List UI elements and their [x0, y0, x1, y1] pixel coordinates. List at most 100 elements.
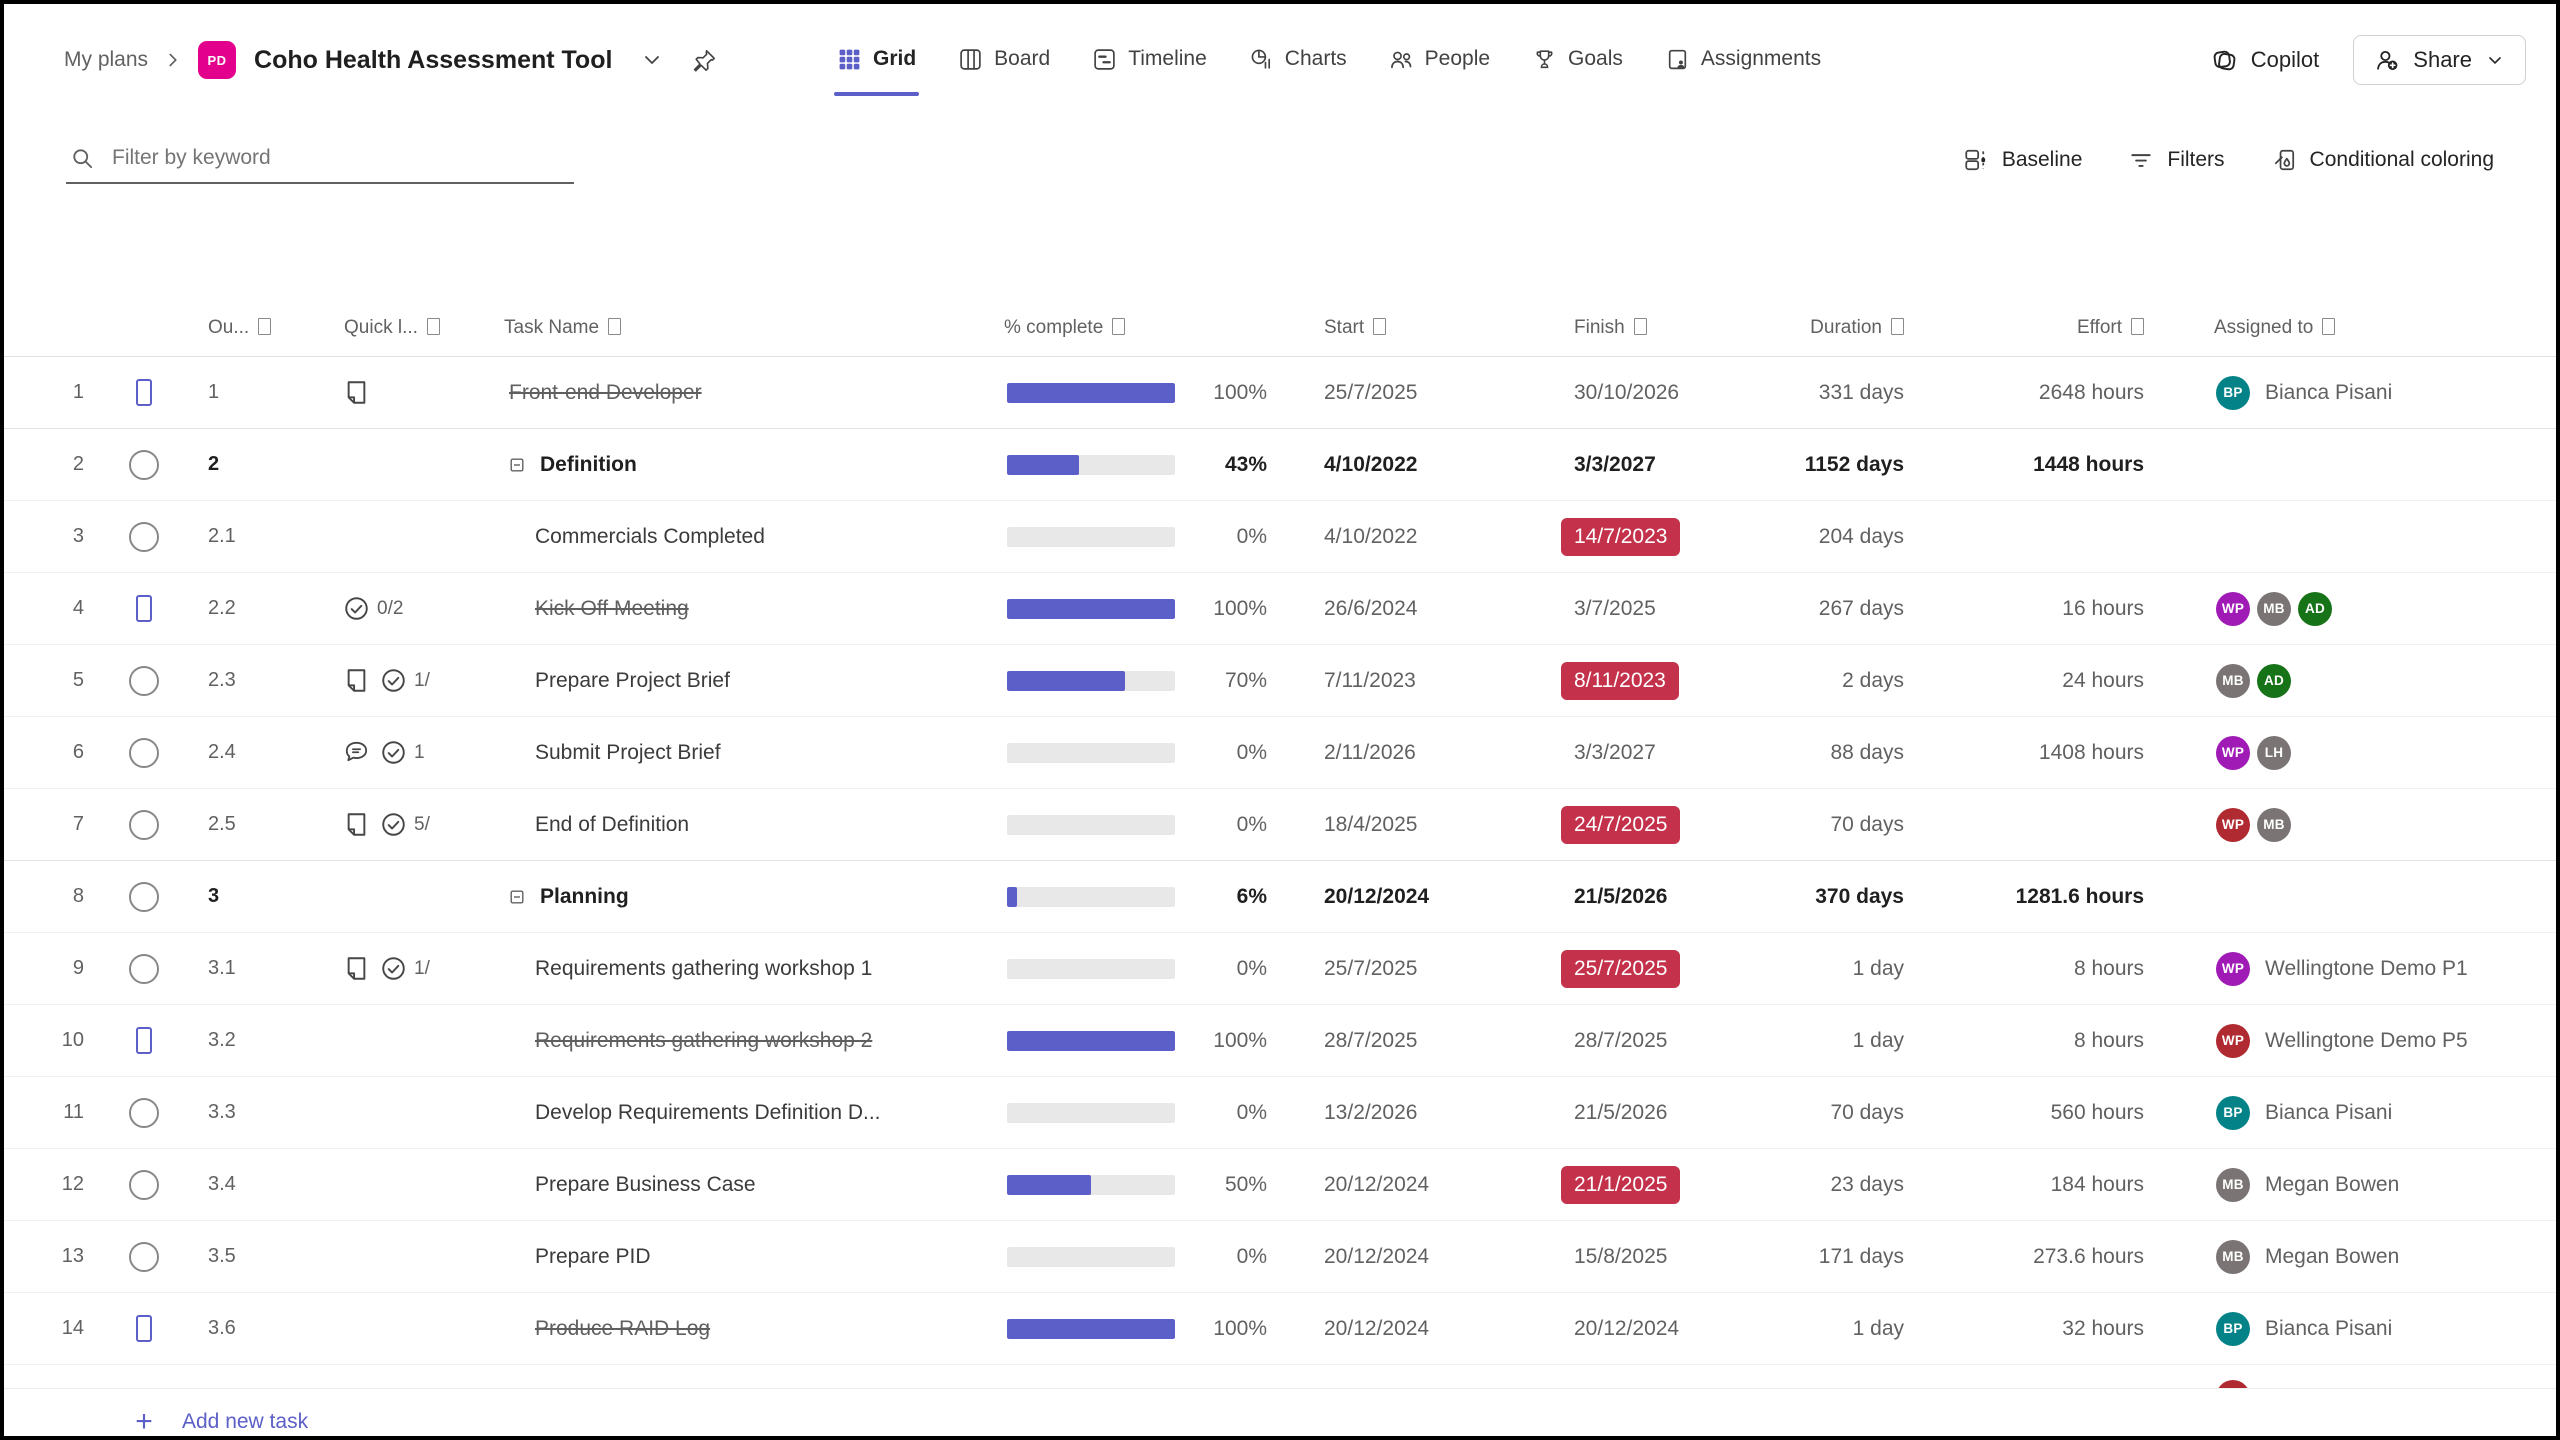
task-name-cell[interactable]: Planning	[439, 885, 989, 909]
task-row[interactable]: 10 3.2 Requirements gathering workshop 2 10…	[4, 1005, 2556, 1077]
effort-value[interactable]: 32 hours	[2062, 1316, 2144, 1340]
duration-value[interactable]: 267 days	[1818, 596, 1904, 620]
task-complete-toggle[interactable]	[129, 1169, 159, 1200]
percent-complete-value[interactable]: 0%	[1236, 524, 1267, 548]
percent-complete-value[interactable]: 0%	[1236, 812, 1267, 836]
assigned-to-cell[interactable]: MB AD	[2154, 663, 2556, 698]
start-date[interactable]: 25/7/2025	[1324, 380, 1418, 404]
finish-date[interactable]: 8/11/2023	[1529, 661, 1769, 700]
percent-complete-value[interactable]: 50%	[1224, 1172, 1267, 1196]
assigned-to-cell[interactable]: WP MB AD	[2154, 591, 2556, 626]
percent-complete-value[interactable]: 6%	[1236, 884, 1267, 908]
collapse-icon[interactable]	[510, 458, 524, 472]
task-name-cell[interactable]: Requirements gathering workshop 1	[439, 957, 989, 981]
column-header-effort[interactable]: Effort	[1914, 317, 2154, 339]
task-complete-indicator[interactable]	[136, 595, 152, 622]
start-date[interactable]: 26/6/2024	[1324, 596, 1418, 620]
duration-value[interactable]: 70 days	[1830, 1100, 1904, 1124]
percent-complete-value[interactable]: 0%	[1236, 956, 1267, 980]
task-row[interactable]: 13 3.5 Prepare PID 0% 20/12/2024 15/8/2025 171…	[4, 1221, 2556, 1293]
finish-date[interactable]: 3/3/2027	[1574, 740, 1656, 764]
effort-value[interactable]: 24 hours	[2062, 668, 2144, 692]
duration-value[interactable]: 171 days	[1818, 1244, 1904, 1268]
task-name-cell[interactable]: Prepare Project Brief	[439, 669, 989, 693]
task-complete-toggle[interactable]	[129, 881, 159, 912]
collapse-icon[interactable]	[510, 890, 524, 904]
finish-date[interactable]: 20/12/2024	[1574, 1316, 1680, 1340]
filters-button[interactable]: Filters	[2128, 147, 2225, 173]
finish-date[interactable]: 3/3/2027	[1574, 452, 1656, 476]
task-complete-toggle[interactable]	[129, 449, 159, 480]
assigned-to-cell[interactable]: BP Bianca Pisani	[2154, 1311, 2556, 1346]
effort-value[interactable]: 1281.6 hours	[2015, 884, 2144, 908]
finish-date[interactable]: 15/8/2025	[1574, 1244, 1668, 1268]
start-date[interactable]: 4/10/2022	[1324, 452, 1418, 476]
column-header-quick-look[interactable]: Quick l...	[284, 317, 440, 339]
task-row[interactable]: 8 3 Planning 6% 20/12/2024 21/5/2026 370 days 1…	[4, 861, 2556, 933]
start-date[interactable]: 13/2/2026	[1324, 1100, 1418, 1124]
task-complete-indicator[interactable]	[136, 379, 152, 406]
add-new-task-button[interactable]: + Add new task	[4, 1389, 2556, 1437]
task-name-cell[interactable]: Definition	[439, 453, 989, 477]
copilot-button[interactable]: Copilot	[2211, 47, 2319, 74]
effort-value[interactable]: 1408 hours	[2038, 740, 2144, 764]
percent-complete-value[interactable]: 100%	[1213, 1028, 1267, 1052]
percent-complete-value[interactable]: 0%	[1236, 1100, 1267, 1124]
assigned-to-cell[interactable]: WP MB	[2154, 807, 2556, 842]
percent-complete-value[interactable]: 0%	[1236, 1244, 1267, 1268]
task-row[interactable]: 12 3.4 Prepare Business Case 50% 20/12/2024 2…	[4, 1149, 2556, 1221]
percent-complete-value[interactable]: 70%	[1224, 668, 1267, 692]
duration-value[interactable]: 23 days	[1830, 1172, 1904, 1196]
start-date[interactable]: 18/4/2025	[1324, 812, 1418, 836]
baseline-button[interactable]: Baseline	[1963, 147, 2082, 173]
task-complete-indicator[interactable]	[136, 1027, 152, 1054]
column-header-task-name[interactable]: Task Name	[439, 317, 989, 339]
task-name-cell[interactable]: Kick Off Meeting	[439, 597, 989, 621]
task-row[interactable]: 3 2.1 Commercials Completed 0% 4/10/2022 14/7…	[4, 501, 2556, 573]
percent-complete-value[interactable]: 100%	[1213, 596, 1267, 620]
effort-value[interactable]: 560 hours	[2050, 1100, 2144, 1124]
start-date[interactable]: 20/12/2024	[1324, 1244, 1430, 1268]
column-header-duration[interactable]: Duration	[1769, 317, 1914, 339]
duration-value[interactable]: 370 days	[1815, 884, 1904, 908]
finish-date[interactable]: 28/7/2025	[1574, 1028, 1668, 1052]
duration-value[interactable]: 1152 days	[1804, 452, 1904, 476]
task-row[interactable]: 9 3.1 1/Requirements gathering workshop 1 0…	[4, 933, 2556, 1005]
finish-date[interactable]: 21/5/2026	[1574, 884, 1668, 908]
assigned-to-cell[interactable]: WP Wellingtone Demo P5	[2154, 1023, 2556, 1058]
plan-menu-chevron-down-icon[interactable]	[640, 48, 664, 72]
assigned-to-cell[interactable]: WP Wellingtone Demo P1	[2154, 951, 2556, 986]
tab-assignments[interactable]: Assignments	[1644, 20, 1842, 98]
effort-value[interactable]: 2648 hours	[2038, 380, 2144, 404]
task-row[interactable]: 4 2.2 0/2 Kick Off Meeting 100% 26/6/2024 3/7/…	[4, 573, 2556, 645]
duration-value[interactable]: 204 days	[1818, 524, 1904, 548]
pin-icon[interactable]	[692, 47, 718, 73]
percent-complete-value[interactable]: 100%	[1213, 380, 1267, 404]
duration-value[interactable]: 2 days	[1842, 668, 1904, 692]
assigned-to-cell[interactable]: BP Bianca Pisani	[2154, 1095, 2556, 1130]
assigned-to-cell[interactable]: MB Megan Bowen	[2154, 1167, 2556, 1202]
task-complete-toggle[interactable]	[129, 1241, 159, 1272]
task-complete-toggle[interactable]	[129, 1097, 159, 1128]
task-name-cell[interactable]: Prepare Business Case	[439, 1173, 989, 1197]
tab-goals[interactable]: Goals	[1511, 20, 1644, 98]
task-row[interactable]: 6 2.4 1 Submit Project Brief 0% 2/11/2026 3/3/…	[4, 717, 2556, 789]
finish-date[interactable]: 30/10/2026	[1574, 380, 1680, 404]
tab-board[interactable]: Board	[937, 20, 1071, 98]
start-date[interactable]: 7/11/2023	[1324, 668, 1416, 692]
task-row[interactable]: 1 1 Front-end Developer 100% 25/7/2025 30/10/…	[4, 357, 2556, 429]
start-date[interactable]: 20/12/2024	[1324, 884, 1430, 908]
finish-date[interactable]: 3/7/2025	[1574, 596, 1656, 620]
task-row[interactable]: 2 2 Definition 43% 4/10/2022 3/3/2027 1152 day…	[4, 429, 2556, 501]
finish-date[interactable]: 25/7/2025	[1529, 949, 1769, 988]
effort-value[interactable]: 184 hours	[2050, 1172, 2144, 1196]
conditional-coloring-button[interactable]: Conditional coloring	[2271, 147, 2494, 173]
task-complete-toggle[interactable]	[129, 737, 159, 768]
duration-value[interactable]: 70 days	[1830, 812, 1904, 836]
column-header-finish[interactable]: Finish	[1529, 317, 1769, 339]
duration-value[interactable]: 1 day	[1852, 956, 1904, 980]
duration-value[interactable]: 1 day	[1852, 1316, 1904, 1340]
start-date[interactable]: 25/7/2025	[1324, 956, 1418, 980]
effort-value[interactable]: 1448 hours	[2033, 452, 2144, 476]
task-complete-indicator[interactable]	[136, 1315, 152, 1342]
